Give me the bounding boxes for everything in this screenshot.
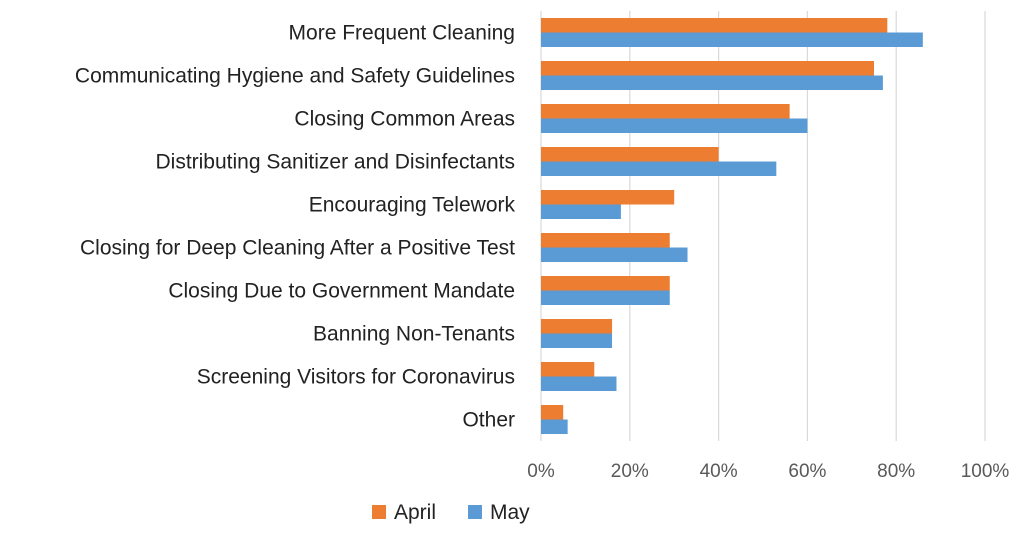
bar-april [541, 18, 888, 33]
bar-may [541, 161, 777, 176]
bar-april [541, 362, 595, 377]
legend-swatch-april [372, 505, 386, 519]
category-labels: More Frequent Cleaning Communicating Hygi… [75, 22, 516, 432]
legend-label-april: April [394, 501, 436, 524]
bar-may [541, 75, 883, 90]
bar-may [541, 290, 670, 305]
category-label: Other [462, 409, 515, 432]
bars [541, 18, 923, 434]
x-tick-label: 60% [788, 461, 826, 482]
category-label: Closing Common Areas [294, 108, 515, 131]
category-label: More Frequent Cleaning [289, 22, 515, 45]
category-label: Closing for Deep Cleaning After a Positi… [80, 237, 515, 260]
category-label: Closing Due to Government Mandate [168, 280, 515, 303]
bar-may [541, 376, 617, 391]
bar-april [541, 104, 790, 119]
bar-april [541, 405, 564, 420]
category-label: Banning Non-Tenants [313, 323, 515, 346]
bar-may [541, 118, 808, 133]
legend: April May [372, 501, 530, 524]
x-tick-label: 20% [611, 461, 649, 482]
x-tick-labels: 0% 20% 40% 60% 80% 100% [527, 461, 1009, 482]
legend-swatch-may [468, 505, 482, 519]
legend-label-may: May [490, 501, 530, 524]
category-label: Screening Visitors for Coronavirus [197, 366, 515, 389]
bar-april [541, 233, 670, 248]
category-label: Encouraging Telework [309, 194, 516, 217]
bar-may [541, 247, 688, 262]
bar-april [541, 190, 675, 205]
category-label: Distributing Sanitizer and Disinfectants [155, 151, 515, 174]
bar-april [541, 147, 719, 162]
bar-april [541, 61, 874, 76]
bar-april [541, 276, 670, 291]
bar-may [541, 419, 568, 434]
bar-april [541, 319, 613, 334]
x-tick-label: 100% [961, 461, 1010, 482]
x-tick-label: 80% [877, 461, 915, 482]
bar-may [541, 333, 613, 348]
bar-may [541, 204, 621, 219]
x-tick-label: 40% [700, 461, 738, 482]
bar-may [541, 32, 923, 47]
x-tick-label: 0% [527, 461, 555, 482]
category-label: Communicating Hygiene and Safety Guideli… [75, 65, 515, 88]
